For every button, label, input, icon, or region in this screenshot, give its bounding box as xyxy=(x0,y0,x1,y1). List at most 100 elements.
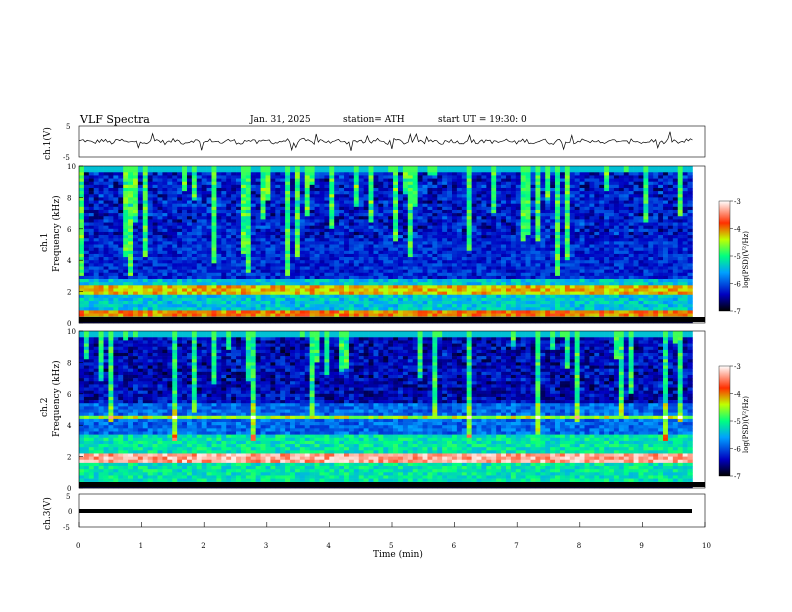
spectrogram-cell xyxy=(383,260,389,264)
spectrogram-cell xyxy=(152,235,158,239)
spectrogram-cell xyxy=(98,263,104,267)
spectrogram-cell xyxy=(83,275,90,280)
spectrogram-cell xyxy=(402,206,409,211)
spectrogram-cell xyxy=(172,231,178,236)
spectrogram-cell xyxy=(245,244,252,248)
spectrogram-cell xyxy=(339,216,345,220)
spectrogram-cell xyxy=(496,222,502,226)
spectrogram-cell xyxy=(113,194,119,198)
spectrogram-cell xyxy=(103,187,109,192)
spectrogram-cell xyxy=(98,294,104,299)
spectrogram-cell xyxy=(427,200,433,204)
spectrogram-cell xyxy=(407,247,414,252)
spectrogram-cell xyxy=(383,266,389,270)
spectrogram-cell xyxy=(147,216,153,220)
spectrogram-cell xyxy=(324,275,330,280)
spectrogram-cell xyxy=(201,178,207,182)
spectrogram-cell xyxy=(182,197,188,201)
spectrogram-cell xyxy=(378,206,384,211)
spectrogram-cell xyxy=(412,216,418,220)
spectrogram-cell xyxy=(103,307,109,311)
spectrogram-cell xyxy=(515,166,522,170)
spectrogram-cell xyxy=(147,184,153,189)
spectrogram-cell xyxy=(260,260,266,264)
spectrogram-cell xyxy=(162,178,168,182)
spectrogram-cell xyxy=(216,238,222,242)
spectrogram-cell xyxy=(98,257,104,261)
spectrogram-cell xyxy=(481,272,487,277)
spectrogram-cell xyxy=(285,222,291,226)
spectrogram-cell xyxy=(383,181,389,186)
spectrogram-cell xyxy=(314,266,320,270)
spectrogram-cell xyxy=(137,288,144,292)
spectrogram-cell xyxy=(250,238,256,242)
spectrogram-cell xyxy=(137,216,144,220)
spectrogram-cell xyxy=(540,257,546,261)
spectrogram-cell xyxy=(550,263,556,267)
spectrogram-cell xyxy=(118,222,124,226)
spectrogram-cell xyxy=(515,279,522,283)
spectrogram-cell xyxy=(250,285,256,289)
spectrogram-cell xyxy=(471,282,477,286)
spectrogram-cell xyxy=(304,184,310,189)
spectrogram-cell xyxy=(515,194,522,198)
spectrogram-cell xyxy=(510,222,517,226)
spectrogram-cell xyxy=(383,313,389,318)
spectrogram-cell xyxy=(358,288,364,292)
spectrogram-cell xyxy=(172,191,178,195)
spectrogram-cell xyxy=(260,253,266,258)
spectrogram-cell xyxy=(393,209,399,214)
spectrogram-cell xyxy=(550,279,556,283)
spectrogram-cell xyxy=(422,301,428,305)
spectrogram-cell xyxy=(530,250,536,255)
spectrogram-cell xyxy=(255,313,261,318)
spectrogram-cell xyxy=(412,253,418,258)
spectrogram-cell xyxy=(157,231,163,236)
spectrogram-cell xyxy=(486,257,492,261)
spectrogram-cell xyxy=(339,247,345,252)
spectrogram-cell xyxy=(250,181,256,186)
spectrogram-cell xyxy=(339,263,345,267)
spectrogram-cell xyxy=(299,235,306,239)
spectrogram-cell xyxy=(162,301,168,305)
spectrogram-cell xyxy=(398,288,404,292)
spectrogram-cell xyxy=(290,297,296,302)
spectrogram-cell xyxy=(466,279,472,283)
spectrogram-cell xyxy=(290,244,296,248)
spectrogram-cell xyxy=(535,187,541,192)
spectrogram-cell xyxy=(182,235,188,239)
spectrogram-cell xyxy=(402,310,409,314)
spectrogram-cell xyxy=(559,244,566,248)
spectrogram-cell xyxy=(466,225,472,230)
spectrogram-cell xyxy=(294,228,301,233)
spectrogram-cell xyxy=(285,250,291,255)
spectrogram-cell xyxy=(304,166,310,170)
spectrogram-cell xyxy=(427,269,433,274)
spectrogram-cell xyxy=(417,238,423,242)
spectrogram-cell xyxy=(393,216,399,220)
spectrogram-cell xyxy=(167,200,173,204)
spectrogram-cell xyxy=(108,222,114,226)
spectrogram-cell xyxy=(216,169,222,173)
spectrogram-cell xyxy=(334,187,340,192)
spectrogram-cell xyxy=(339,172,345,176)
spectrogram-cell xyxy=(132,213,139,217)
spectrogram-cell xyxy=(481,279,487,283)
spectrogram-cell xyxy=(88,194,95,198)
spectrogram-cell xyxy=(496,247,502,252)
spectrogram-cell xyxy=(471,247,477,252)
spectrogram-cell xyxy=(226,279,232,283)
spectrogram-cell xyxy=(466,172,472,176)
spectrogram-cell xyxy=(407,238,414,242)
spectrogram-cell xyxy=(329,269,335,274)
spectrogram-cell xyxy=(304,219,310,223)
spectrogram-cell xyxy=(378,166,384,170)
spectrogram-cell xyxy=(132,310,139,314)
spectrogram-cell xyxy=(559,194,566,198)
spectrogram-cell xyxy=(540,194,546,198)
spectrogram-cell xyxy=(196,172,202,176)
spectrogram-cell xyxy=(157,172,163,176)
spectrogram-cell xyxy=(196,260,202,264)
spectrogram-cell xyxy=(137,169,144,173)
spectrogram-cell xyxy=(147,297,153,302)
